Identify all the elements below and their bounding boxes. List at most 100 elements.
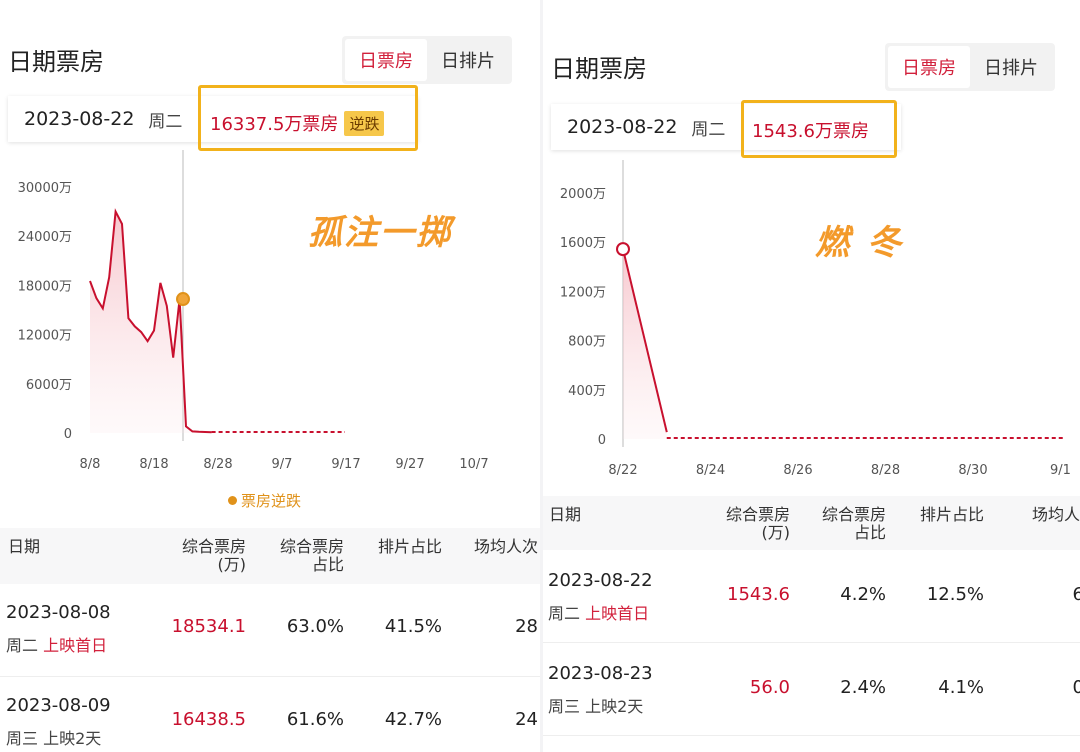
row-weekday: 周二: [548, 604, 581, 623]
y-tick-label: 30000万: [18, 181, 72, 196]
th-schedule-share[interactable]: 排片占比: [377, 537, 442, 556]
row-date: 2023-08-22: [548, 570, 653, 591]
y-tick-label: 6000万: [26, 378, 72, 393]
tab-group: 日票房 日排片: [342, 36, 512, 84]
legend-label: 票房逆跌: [241, 492, 302, 510]
th-avg-audience[interactable]: 场均人次: [1031, 505, 1080, 524]
box-office-chart-left[interactable]: 30000万 24000万 18000万 12000万 6000万 0 8/8 8/18 8/2…: [0, 150, 540, 480]
row-note: 上映2天: [43, 729, 102, 748]
th-box[interactable]: 综合票房 (万): [725, 505, 790, 542]
row-date: 2023-08-09: [6, 695, 111, 716]
table-row[interactable]: 2023-08-23 周三 上映2天 56.0 2.4% 4.1% 0: [543, 643, 1080, 736]
reverse-rise-badge: 逆跌: [344, 110, 385, 136]
page-title: 日期票房: [551, 55, 647, 83]
table-header: 日期 综合票房 (万) 综合票房 占比 排片占比 场均人次: [0, 528, 540, 584]
x-tick-label: 9/1: [1050, 463, 1071, 478]
row-schedule: 41.5%: [384, 616, 442, 637]
row-weekday: 周三: [548, 697, 581, 716]
box-office-chart-right[interactable]: 2000万 1600万 1200万 800万 400万 08/22 8/24 8/26 8/28…: [543, 160, 1080, 490]
row-share: 63.0%: [286, 616, 344, 637]
row-sub: 周三 上映2天: [6, 725, 101, 749]
tab-daily-box[interactable]: 日票房: [888, 46, 970, 88]
info-date: 2023-08-22: [567, 116, 678, 138]
th-date[interactable]: 日期: [549, 505, 582, 524]
y-tick-label: 2000万: [560, 187, 606, 202]
x-tick-label: 8/22: [608, 463, 637, 478]
row-box: 18534.1: [171, 616, 246, 637]
x-tick-label: 10/7: [459, 457, 488, 472]
x-tick-label: 8/30: [958, 463, 987, 478]
th-avg-audience[interactable]: 场均人次: [473, 537, 538, 556]
tab-daily-schedule[interactable]: 日排片: [984, 58, 1038, 79]
highlight-point: [176, 292, 190, 307]
th-box-share[interactable]: 综合票房 占比: [279, 537, 344, 574]
legend-dot-icon: [228, 496, 237, 505]
row-schedule: 4.1%: [938, 677, 984, 698]
x-tick-label: 8/8: [80, 457, 101, 472]
x-tick-label: 8/28: [871, 463, 900, 478]
movie-title-overlay: 燃冬: [815, 223, 919, 263]
table-header: 日期 综合票房 (万) 综合票房 占比 排片占比 场均人次: [543, 496, 1080, 550]
row-sub: 周三 上映2天: [548, 693, 643, 717]
y-tick-label: 400万: [568, 384, 606, 399]
th-date[interactable]: 日期: [8, 537, 41, 556]
chart-legend[interactable]: 票房逆跌: [228, 490, 301, 511]
th-box-share[interactable]: 综合票房 占比: [821, 505, 886, 542]
box-office-table: 日期 综合票房 (万) 综合票房 占比 排片占比 场均人次 2023-08-08…: [0, 528, 540, 752]
y-tick-label: 1200万: [560, 285, 606, 300]
row-date: 2023-08-08: [6, 602, 111, 623]
series-line: [89, 208, 212, 434]
row-avg: 28: [515, 616, 538, 637]
highlight-frame: [198, 85, 418, 151]
tab-daily-schedule[interactable]: 日排片: [441, 51, 495, 72]
row-schedule: 42.7%: [384, 709, 442, 730]
y-tick-label: 24000万: [18, 230, 72, 245]
y-tick-label: 0: [64, 427, 72, 442]
row-date: 2023-08-23: [548, 663, 653, 684]
x-tick-label: 8/26: [783, 463, 812, 478]
y-tick-label: 1600万: [560, 236, 606, 251]
series-area: [90, 211, 212, 433]
highlight-point: [616, 242, 630, 257]
x-tick-label: 9/17: [331, 457, 360, 472]
x-tick-label: 8/24: [696, 463, 725, 478]
y-tick-label: 0: [598, 433, 606, 448]
series-line: [622, 248, 668, 433]
tab-daily-box[interactable]: 日票房: [345, 39, 427, 81]
row-note: 上映2天: [585, 697, 644, 716]
th-schedule-share[interactable]: 排片占比: [919, 505, 984, 524]
box-office-value: 1543.6万票房: [752, 121, 869, 142]
box-office-table: 日期 综合票房 (万) 综合票房 占比 排片占比 场均人次 2023-08-22…: [543, 496, 1080, 736]
row-share: 2.4%: [840, 677, 886, 698]
row-box: 16438.5: [171, 709, 246, 730]
y-tick-label: 12000万: [18, 329, 72, 344]
row-schedule: 12.5%: [926, 584, 984, 605]
row-share: 4.2%: [840, 584, 886, 605]
x-tick-label: 8/18: [139, 457, 168, 472]
info-weekday: 周二: [691, 119, 726, 140]
x-tick-label: 8/28: [203, 457, 232, 472]
table-row[interactable]: 2023-08-09 周三 上映2天 16438.5 61.6% 42.7% 2…: [0, 677, 540, 752]
row-avg: 24: [515, 709, 538, 730]
highlight-frame: [741, 100, 897, 158]
box-office-value: 16337.5万票房: [210, 114, 339, 135]
info-date: 2023-08-22: [24, 108, 135, 130]
row-note: 上映首日: [585, 604, 650, 623]
table-row[interactable]: 2023-08-22 周二 上映首日 1543.6 4.2% 12.5% 6: [543, 550, 1080, 643]
movie-title-overlay: 孤注一掷: [308, 213, 452, 253]
row-share: 61.6%: [286, 709, 344, 730]
th-box[interactable]: 综合票房 (万): [181, 537, 246, 574]
info-weekday: 周二: [148, 111, 183, 132]
row-note: 上映首日: [43, 636, 108, 655]
tab-group: 日票房 日排片: [885, 43, 1055, 91]
info-box-office: 16337.5万票房 逆跌: [210, 110, 385, 136]
row-avg: 0: [1072, 677, 1080, 698]
table-row[interactable]: 2023-08-08 周二 上映首日 18534.1 63.0% 41.5% 2…: [0, 584, 540, 677]
row-avg: 6: [1072, 584, 1080, 605]
row-weekday: 周二: [6, 636, 39, 655]
row-sub: 周二 上映首日: [6, 632, 107, 656]
right-panel: 日期票房 日票房 日排片 2023-08-22 周二 1543.6万票房 200…: [543, 0, 1080, 752]
x-tick-label: 9/27: [395, 457, 424, 472]
row-box: 1543.6: [727, 584, 790, 605]
left-panel: 日期票房 日票房 日排片 2023-08-22 周二 16337.5万票房 逆跌…: [0, 0, 540, 752]
